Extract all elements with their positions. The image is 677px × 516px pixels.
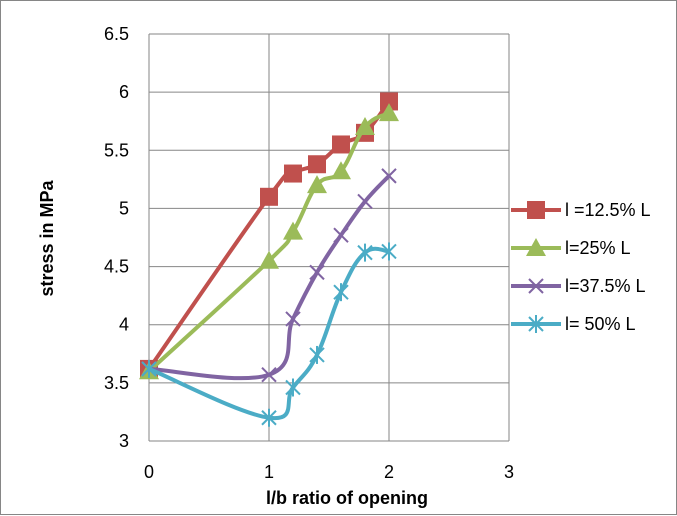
y-tick-label: 6.5 [104,24,129,44]
y-tick-label: 5.5 [104,140,129,160]
legend-label: l =12.5% L [565,200,651,220]
legend-label: l=25% L [565,238,631,258]
y-tick-label: 4 [119,315,129,335]
x-tick-label: 3 [504,462,514,482]
data-point [259,250,279,269]
data-point [261,367,277,383]
data-point [332,135,350,154]
data-point [285,311,301,327]
data-point [381,168,397,184]
data-point [285,378,301,397]
series-3 [141,168,397,383]
data-point [379,103,399,122]
legend: l =12.5% L l=25% L l=37.5% L l= 50% L [511,200,651,334]
data-point [309,345,325,364]
y-axis-title: stress in MPa [37,179,57,296]
data-point [261,408,277,427]
data-point [308,155,326,174]
y-tick-label: 4.5 [104,257,129,277]
data-point [309,264,325,281]
legend-item-3: l=37.5% L [511,276,646,296]
marker-stroke [285,311,301,327]
marker-stroke [381,168,397,184]
legend-item-4: l= 50% L [511,314,636,334]
legend-item-1: l =12.5% L [511,200,651,220]
data-point [381,242,397,261]
marker-stroke [333,227,349,243]
data-point [333,227,349,243]
y-tick-label: 3.5 [104,373,129,393]
data-point [283,221,303,240]
legend-marker [528,278,544,294]
data-point [380,92,398,111]
legend-marker [526,238,546,256]
x-axis-title: l/b ratio of opening [266,488,428,508]
axes: 3 3.5 4 4.5 5 5.5 6 6.5 0 1 2 3 [104,24,514,482]
y-tick-label: 6 [119,82,129,102]
grid-lines [148,33,510,441]
y-tick-label: 5 [119,198,129,218]
data-point [357,193,373,210]
legend-marker [528,315,544,333]
data-point [141,359,157,378]
series-layer [139,92,399,427]
legend-label: l=37.5% L [565,276,646,296]
y-tick-label: 3 [119,431,129,451]
marker-stroke [357,193,373,210]
data-point [355,117,375,136]
x-tick-label: 1 [264,462,274,482]
x-tick-label: 2 [384,462,394,482]
legend-label: l= 50% L [565,314,636,334]
data-point [307,175,327,194]
marker-stroke [309,264,325,281]
data-point [260,187,278,206]
data-point [357,243,373,262]
marker-stroke [528,278,544,294]
marker-stroke [261,367,277,383]
series-4 [141,242,397,427]
data-point [284,164,302,183]
data-point [331,161,351,180]
legend-marker [527,201,545,219]
x-tick-label: 0 [144,462,154,482]
legend-item-2: l=25% L [511,238,631,258]
data-point [333,283,349,302]
